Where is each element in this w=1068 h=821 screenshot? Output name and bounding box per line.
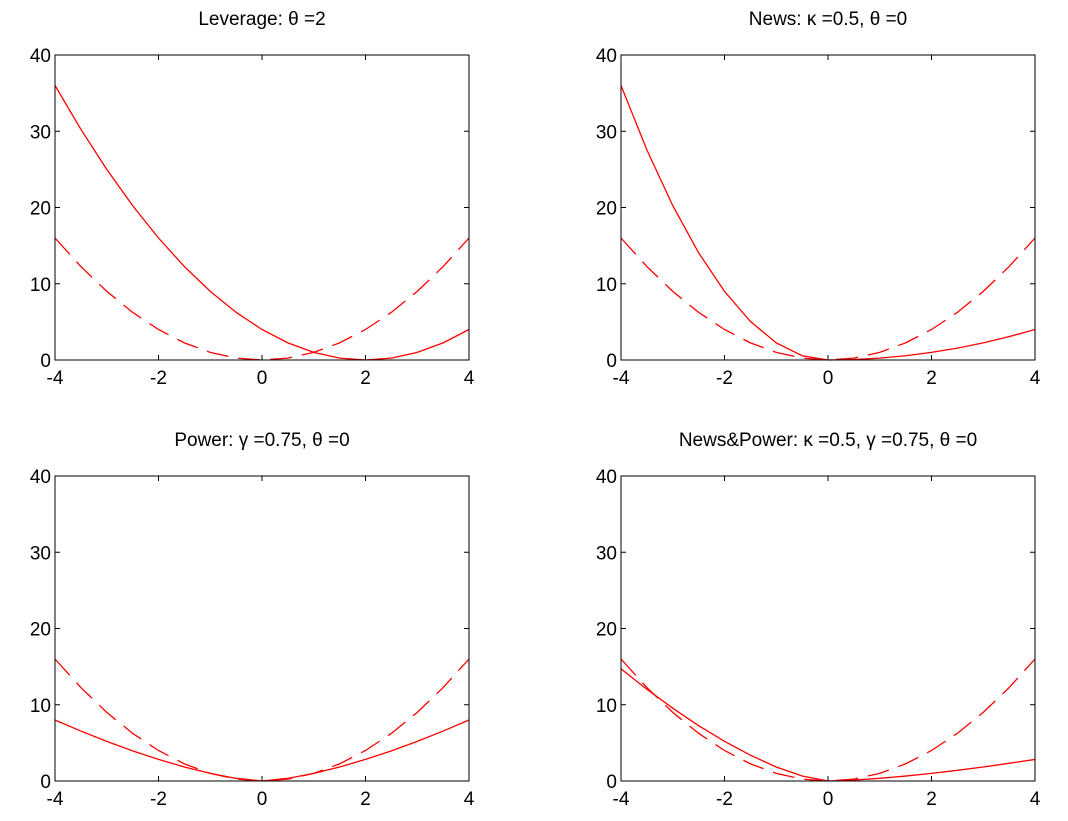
x-tick-label: 4: [1030, 789, 1041, 810]
line: [620, 85, 1036, 361]
x-tick-label: -4: [613, 789, 630, 810]
x-tick-label: 0: [257, 368, 268, 389]
chart-title: Power: γ =0.75, θ =0: [174, 430, 349, 451]
line: [620, 237, 1036, 361]
x-tick-label: -4: [47, 368, 64, 389]
plot-frame: [620, 475, 1036, 782]
x-tick-label: 0: [823, 789, 834, 810]
chart-title: News: κ =0.5, θ =0: [749, 9, 907, 30]
y-tick-label: 40: [596, 46, 617, 67]
x-tick-label: -2: [150, 789, 167, 810]
y-tick-label: 0: [40, 351, 51, 372]
y-tick-label: 40: [30, 467, 51, 488]
x-tick-label: 4: [464, 789, 475, 810]
y-tick-label: 0: [606, 351, 617, 372]
y-tick-label: 20: [30, 620, 51, 641]
chart-title: Leverage: θ =2: [198, 9, 325, 30]
y-tick-label: 10: [596, 696, 617, 717]
x-tick-label: -2: [716, 368, 733, 389]
x-tick-label: 2: [360, 368, 371, 389]
line: [54, 237, 470, 361]
plot-frame: [54, 54, 470, 361]
line: [620, 668, 1036, 782]
line: [54, 85, 470, 361]
y-tick-label: 30: [596, 122, 617, 143]
plot-frame: [620, 54, 1036, 361]
line: [54, 719, 470, 782]
line: [54, 658, 470, 782]
y-tick-label: 30: [30, 122, 51, 143]
y-tick-label: 30: [596, 543, 617, 564]
y-tick-label: 0: [606, 772, 617, 793]
x-tick-label: -4: [47, 789, 64, 810]
y-tick-label: 20: [596, 620, 617, 641]
x-tick-label: 0: [823, 368, 834, 389]
y-tick-label: 20: [596, 199, 617, 220]
x-tick-label: 4: [464, 368, 475, 389]
y-tick-label: 40: [30, 46, 51, 67]
y-tick-label: 0: [40, 772, 51, 793]
x-tick-label: 2: [926, 789, 937, 810]
x-tick-label: 4: [1030, 368, 1041, 389]
y-tick-label: 10: [596, 275, 617, 296]
line: [620, 658, 1036, 782]
x-tick-label: 0: [257, 789, 268, 810]
y-tick-label: 40: [596, 467, 617, 488]
y-tick-label: 10: [30, 275, 51, 296]
x-tick-label: 2: [360, 789, 371, 810]
x-tick-label: 2: [926, 368, 937, 389]
x-tick-label: -4: [613, 368, 630, 389]
y-tick-label: 30: [30, 543, 51, 564]
chart-title: News&Power: κ =0.5, γ =0.75, θ =0: [679, 430, 977, 451]
x-tick-label: -2: [716, 789, 733, 810]
x-tick-label: -2: [150, 368, 167, 389]
plot-frame: [54, 475, 470, 782]
y-tick-label: 10: [30, 696, 51, 717]
y-tick-label: 20: [30, 199, 51, 220]
